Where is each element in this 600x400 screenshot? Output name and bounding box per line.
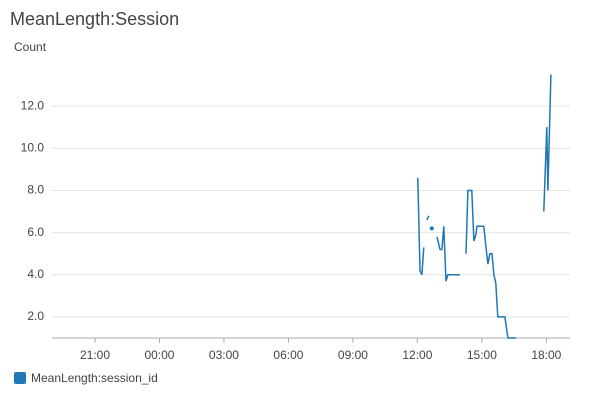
x-tick-label: 03:00	[209, 348, 239, 362]
chart-title: MeanLength:Session	[10, 9, 179, 29]
y-tick-label: 6.0	[27, 225, 44, 239]
line-series	[417, 177, 425, 276]
y-tick-label: 4.0	[27, 267, 44, 281]
x-tick-label: 15:00	[467, 348, 497, 362]
y-tick-label: 2.0	[27, 309, 44, 323]
y-tick-label: 8.0	[27, 183, 44, 197]
legend-swatch	[14, 372, 26, 384]
line-series	[426, 215, 430, 221]
x-tick-label: 12:00	[402, 348, 432, 362]
line-point	[429, 226, 434, 231]
x-tick-label: 18:00	[531, 348, 561, 362]
x-tick-label: 06:00	[273, 348, 303, 362]
x-tick-label: 00:00	[144, 348, 174, 362]
line-series	[543, 74, 552, 212]
line-series	[436, 226, 460, 282]
x-tick-label: 09:00	[338, 348, 368, 362]
y-tick-label: 12.0	[21, 98, 45, 112]
y-tick-label: 10.0	[21, 140, 45, 154]
line-series	[465, 189, 516, 339]
y-axis-label: Count	[14, 40, 47, 54]
legend-label: MeanLength:session_id	[31, 371, 158, 385]
x-tick-label: 21:00	[80, 348, 110, 362]
